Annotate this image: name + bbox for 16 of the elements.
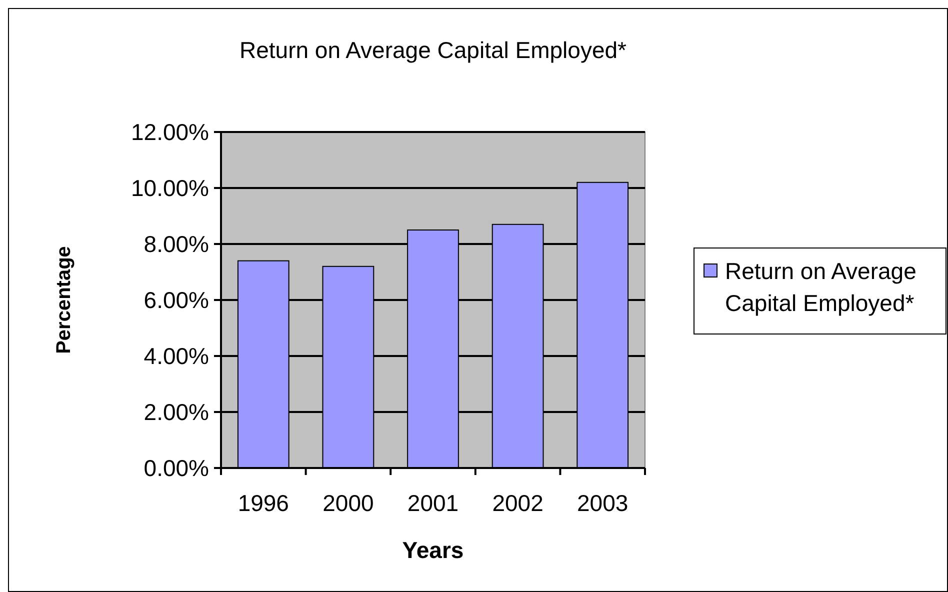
y-axis-title: Percentage: [53, 246, 75, 354]
chart-title: Return on Average Capital Employed*: [240, 37, 627, 63]
x-tick-label: 2000: [322, 490, 374, 516]
y-tick-label: 12.00%: [130, 119, 209, 146]
y-tick-label: 10.00%: [130, 175, 209, 202]
x-tick-label: 2001: [407, 490, 459, 516]
x-axis-title: Years: [402, 537, 464, 563]
x-tick-label: 2003: [577, 490, 628, 516]
y-tick-label: 8.00%: [144, 231, 209, 258]
y-tick-label: 4.00%: [144, 343, 209, 370]
x-tick-label: 1996: [238, 490, 289, 516]
y-tick-label: 2.00%: [144, 399, 209, 426]
y-tick-label: 6.00%: [144, 287, 209, 314]
x-tick-label: 2002: [492, 490, 544, 516]
legend-label: Return on Average Capital Employed*: [725, 258, 916, 316]
y-tick-label: 0.00%: [144, 455, 209, 482]
